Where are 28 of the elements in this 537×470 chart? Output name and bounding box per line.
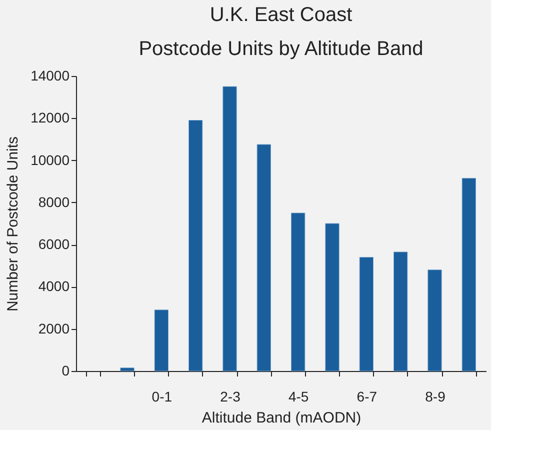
- bar: [462, 178, 476, 372]
- bar: [188, 120, 203, 372]
- x-tick-label: 8-9: [425, 388, 446, 404]
- text: U.K. East Coast: [210, 4, 352, 26]
- y-tick-label: 14000: [30, 68, 70, 84]
- bar: [325, 223, 340, 372]
- y-tick-label: 2000: [38, 320, 70, 336]
- y-tick-label: 0: [62, 362, 70, 378]
- y-tick-label: 6000: [38, 236, 70, 252]
- bar: [359, 256, 374, 372]
- bar: [154, 310, 168, 372]
- bar: [222, 86, 237, 372]
- y-tick-label: 10000: [30, 152, 70, 168]
- bar: [256, 144, 271, 372]
- bar: [120, 368, 134, 372]
- x-tick-label: 4-5: [288, 388, 309, 404]
- x-axis-title: Altitude Band (mAODN): [202, 410, 362, 426]
- x-tick-label: 0-1: [152, 388, 172, 404]
- bar: [394, 252, 408, 372]
- bar: [428, 270, 442, 372]
- text: Postcode Units by Altitude Band: [138, 38, 424, 60]
- y-tick-label: 12000: [30, 110, 70, 126]
- y-axis-title: Number of Postcode Units: [4, 136, 22, 312]
- y-tick-label: 4000: [38, 278, 70, 294]
- y-tick-label: 8000: [38, 194, 70, 210]
- bar: [291, 212, 306, 372]
- x-tick-label: 2-3: [220, 388, 241, 404]
- x-tick-label: 6-7: [356, 388, 378, 404]
